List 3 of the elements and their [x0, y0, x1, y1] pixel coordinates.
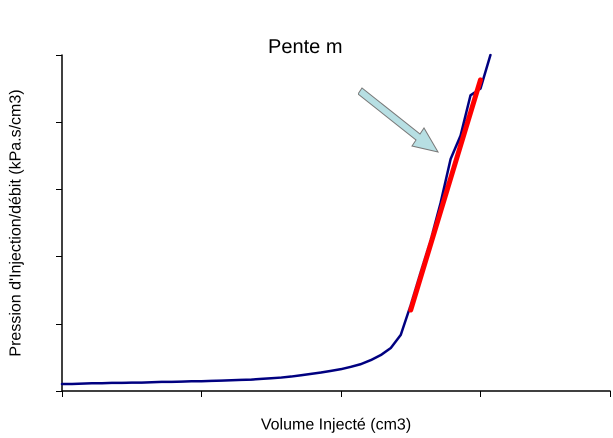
y-axis-title: Pression d'Injection/débit (kPa.s/cm3)	[8, 89, 24, 357]
x-axis-title: Volume Injecté (cm3)	[260, 416, 412, 434]
annotation: Pente m	[268, 36, 342, 59]
